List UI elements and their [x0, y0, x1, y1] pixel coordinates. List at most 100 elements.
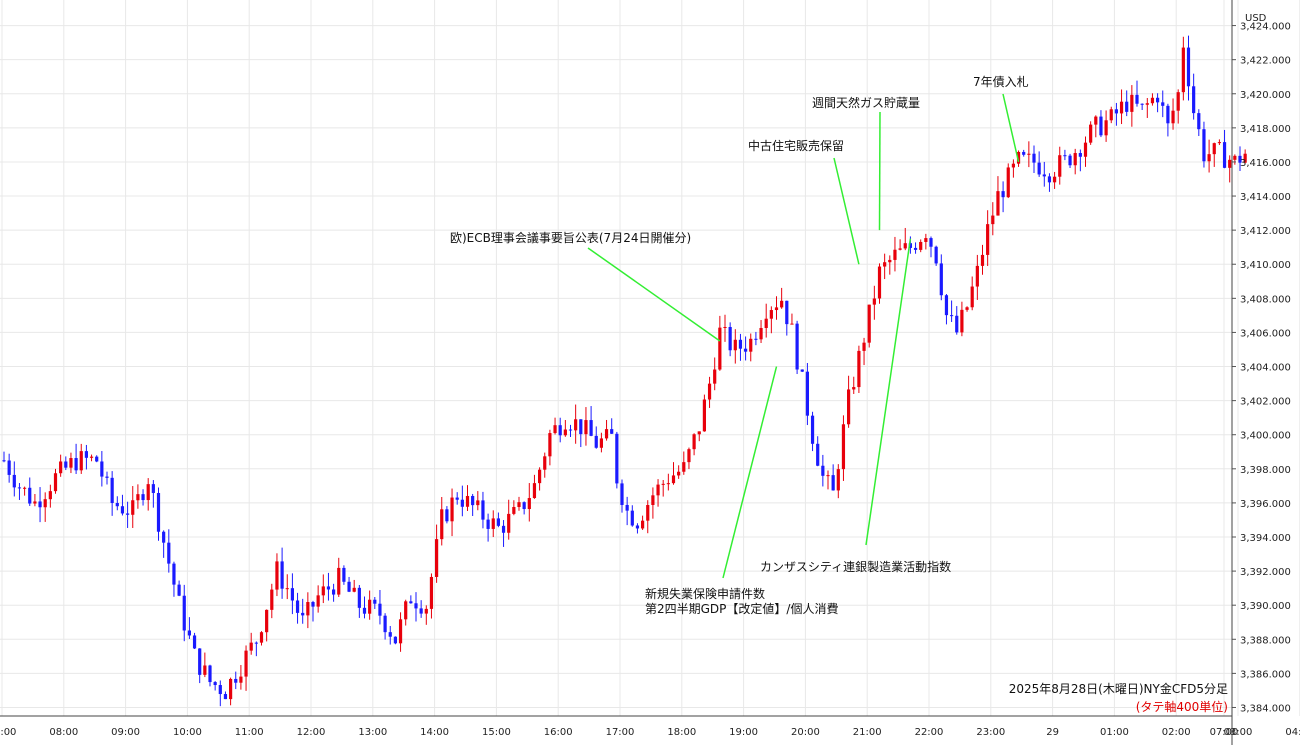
candle-body	[249, 642, 253, 651]
candle-body	[1145, 103, 1149, 105]
candle-body	[172, 563, 176, 585]
candle-body	[110, 477, 114, 504]
candle-body	[1037, 162, 1041, 175]
candle-body	[651, 495, 655, 505]
y-tick-label: 3,416.000	[1240, 158, 1291, 169]
candle-body	[980, 254, 985, 266]
candle-body	[501, 525, 506, 533]
candle-body	[507, 513, 511, 533]
candle-body	[1053, 176, 1057, 183]
candle-body	[934, 246, 938, 264]
candle-body	[198, 648, 202, 675]
annotation-label: 第2四半期GDP【改定値】/個人消費	[645, 601, 838, 616]
candle-body	[553, 425, 557, 434]
x-tick-label: 07:00	[0, 727, 16, 738]
candle-body	[872, 298, 876, 305]
candle-body	[1135, 94, 1139, 104]
candle-body	[53, 473, 58, 492]
candle-body	[1161, 102, 1165, 106]
candle-body	[1217, 142, 1221, 144]
candle-body	[749, 338, 753, 352]
candle-body	[944, 295, 949, 316]
candle-body	[311, 602, 315, 607]
candle-body	[357, 587, 361, 608]
candle-body	[213, 682, 217, 686]
x-tick-label: 16:00	[544, 727, 573, 738]
grid	[0, 0, 1300, 716]
x-tick-label: 09:00	[111, 727, 140, 738]
candle-body	[604, 429, 609, 439]
candle-body	[656, 484, 660, 496]
candle-body	[877, 266, 882, 299]
candle-body	[1176, 92, 1180, 111]
candle-body	[697, 431, 701, 435]
candle-body	[1114, 109, 1118, 114]
candle-body	[641, 520, 645, 529]
candle-body	[270, 589, 274, 610]
candle-body	[424, 608, 428, 614]
candle-body	[12, 474, 16, 488]
candle-body	[167, 542, 171, 564]
y-tick-label: 3,400.000	[1240, 431, 1291, 442]
candle-body	[378, 603, 382, 616]
candle-body	[337, 567, 341, 595]
candle-body	[903, 243, 907, 249]
x-tick-label: 29	[1046, 727, 1059, 738]
annotation-label: 欧)ECB理事会議事要旨公表(7月24日開催分)	[450, 231, 691, 245]
candle-body	[1181, 47, 1185, 93]
candle-body	[275, 561, 279, 590]
candle-body	[1073, 153, 1077, 166]
candle-body	[301, 612, 305, 616]
candle-body	[1125, 101, 1129, 112]
candle-body	[146, 484, 150, 501]
x-tick-label: 18:00	[667, 727, 696, 738]
candle-body	[383, 615, 387, 633]
candle-body	[677, 471, 681, 476]
candle-body	[707, 383, 712, 400]
candle-body	[939, 263, 943, 296]
annotation-label: 新規失業保険申請件数	[645, 586, 765, 601]
candle-body	[59, 461, 63, 474]
candle-body	[826, 475, 830, 477]
candle-body	[69, 458, 73, 468]
candle-body	[187, 630, 191, 636]
candle-body	[326, 586, 331, 590]
candle-body	[1119, 101, 1124, 114]
candle-body	[883, 262, 887, 267]
annotation-label: カンザスシティ連銀製造業活動指数	[760, 559, 951, 574]
candle-body	[986, 224, 990, 255]
y-tick-label: 3,388.000	[1240, 635, 1291, 646]
x-tick-label: 15:00	[482, 727, 511, 738]
x-tick-label: 10:00	[173, 727, 202, 738]
candle-body	[1171, 110, 1175, 124]
candle-body	[1068, 155, 1072, 166]
x-tick-label: 07:00	[1210, 727, 1239, 738]
candle-body	[244, 650, 248, 677]
candle-body	[156, 492, 161, 532]
candle-body	[996, 191, 1000, 216]
candle-body	[182, 595, 186, 631]
candle-body	[1011, 163, 1015, 168]
y-tick-label: 3,392.000	[1240, 567, 1291, 578]
candle-body	[455, 497, 459, 500]
x-tick-label: 19:00	[729, 727, 758, 738]
candle-body	[548, 433, 552, 457]
x-tick-label: 22:00	[915, 727, 944, 738]
candle-body	[1027, 153, 1031, 155]
candle-body	[857, 350, 861, 388]
candle-body	[836, 469, 840, 491]
candle-body	[1207, 154, 1211, 162]
candle-body	[404, 601, 408, 620]
candle-body	[496, 518, 500, 526]
candle-body	[718, 327, 722, 370]
candle-body	[48, 491, 52, 500]
candle-body	[332, 589, 336, 595]
candle-body	[229, 678, 233, 700]
candle-body	[867, 304, 871, 343]
candle-body	[1140, 103, 1144, 105]
candle-body	[800, 369, 804, 372]
candle-body	[785, 300, 789, 325]
candle-body	[1150, 97, 1155, 104]
candle-body	[975, 265, 979, 287]
candle-body	[440, 509, 444, 540]
